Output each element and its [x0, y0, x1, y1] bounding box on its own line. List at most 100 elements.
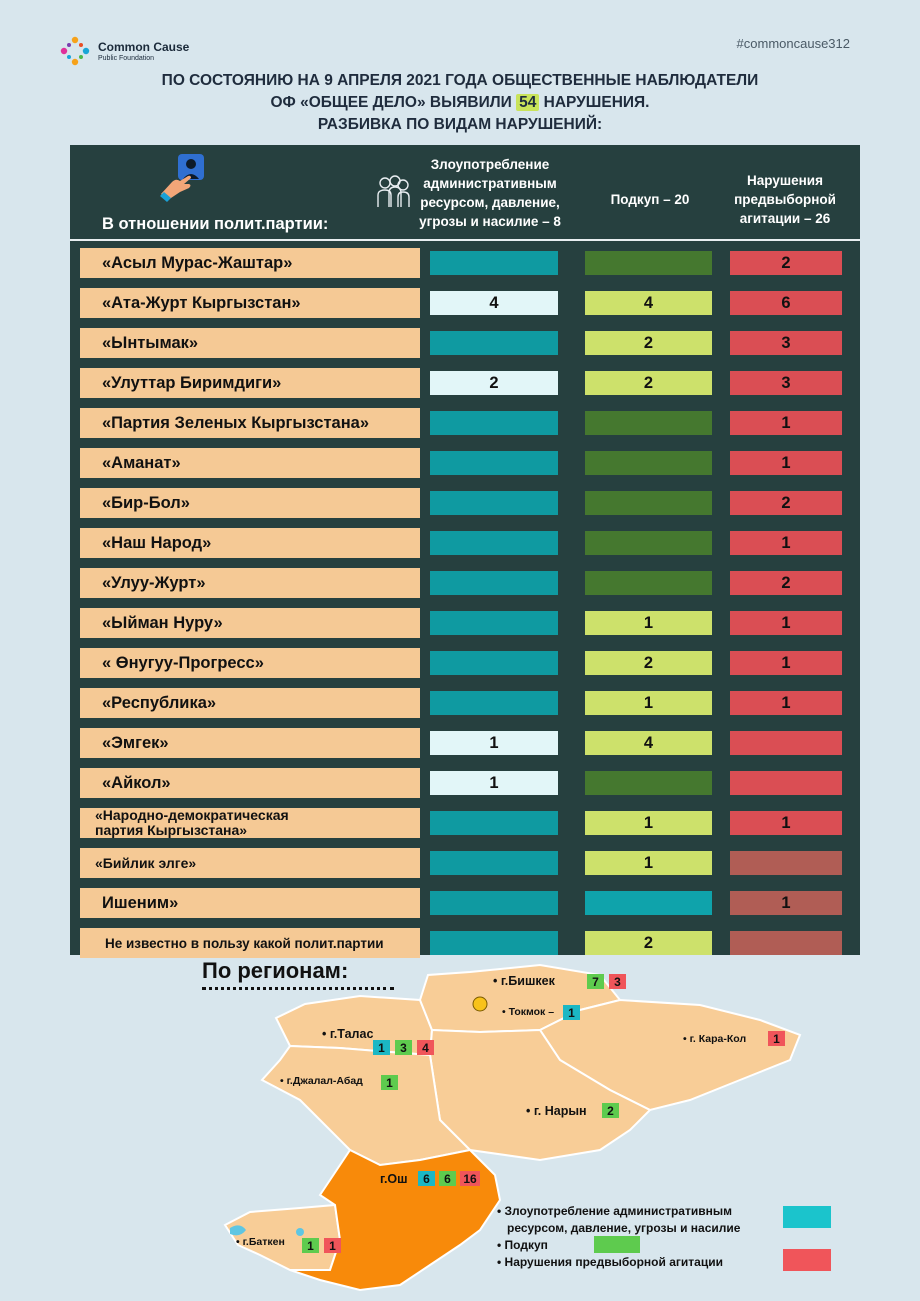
region-label-karakol: • г. Кара-Кол	[683, 1033, 747, 1045]
region-label-naryn: • г. Нарын	[526, 1104, 587, 1118]
headline-line3: РАЗБИВКА ПО ВИДАМ НАРУШЕНИЙ:	[317, 116, 603, 133]
bribery-cell: 1	[585, 851, 712, 875]
logo: Common Cause Public Foundation	[58, 34, 189, 68]
party-name: «Ынтымак»	[102, 333, 199, 352]
agitation-cell: 6	[730, 291, 842, 315]
table-row: « Өнугуу-Прогресс» 2 1	[80, 648, 850, 678]
region-label-bishkek: • г.Бишкек	[493, 974, 555, 988]
party-name: «Айкол»	[102, 773, 171, 792]
legend-bribe-swatch	[594, 1236, 640, 1253]
talas-agitation-badge: 4	[417, 1040, 434, 1055]
jalalabad-bribe-badge: 1	[381, 1075, 398, 1090]
table-row: «Народно-демократическая партия Кыргызста…	[80, 808, 850, 838]
admin-resource-cell	[430, 491, 558, 515]
talas-bribe-badge: 3	[395, 1040, 412, 1055]
admin-resource-cell	[430, 251, 558, 275]
party-name: «Аманат»	[102, 453, 181, 472]
party-name-background	[80, 448, 420, 478]
table-row: Ишеним» 1	[80, 888, 850, 918]
party-name: «Улуу-Журт»	[102, 573, 206, 592]
agitation-cell: 1	[730, 531, 842, 555]
party-name: «Наш Народ»	[102, 533, 212, 552]
bribery-cell	[585, 531, 712, 555]
agitation-cell: 2	[730, 491, 842, 515]
bribery-cell: 1	[585, 611, 712, 635]
admin-column-header: Злоупотребление административным ресурсо…	[410, 155, 570, 231]
agitation-cell: 3	[730, 331, 842, 355]
karakol-agitation-badge: 1	[768, 1031, 785, 1046]
legend-agitation: • Нарушения предвыборной агитации	[497, 1255, 723, 1269]
party-name: «Улуттар Биримдиги»	[102, 373, 282, 392]
legend-admin-line2: ресурсом, давление, угрозы и насилие	[497, 1221, 741, 1235]
bribery-cell	[585, 891, 712, 915]
party-name-background	[80, 928, 420, 958]
agitation-cell: 1	[730, 611, 842, 635]
admin-header-line: Злоупотребление	[430, 157, 550, 172]
table-row: «Ынтымак» 2 3	[80, 328, 850, 358]
agitation-cell: 1	[730, 411, 842, 435]
bribery-cell	[585, 411, 712, 435]
title-dotted-underline	[202, 987, 394, 990]
table-row: «Улуттар Биримдиги» 2 2 3	[80, 368, 850, 398]
tokmok-admin-badge: 1	[563, 1005, 580, 1020]
batken-lake	[296, 1228, 304, 1236]
osh-agitation-badge: 16	[460, 1171, 480, 1186]
headline-line2-start: ОФ «ОБЩЕЕ ДЕЛО» ВЫЯВИЛИ	[270, 94, 517, 111]
party-name-background	[80, 728, 420, 758]
party-column-header: В отношении полит.партии:	[102, 215, 329, 233]
bribery-cell: 4	[585, 291, 712, 315]
hashtag: #commoncause312	[736, 36, 850, 51]
agitation-cell	[730, 851, 842, 875]
admin-resource-cell	[430, 691, 558, 715]
table-row: «Наш Народ» 1	[80, 528, 850, 558]
bribery-cell: 2	[585, 931, 712, 955]
admin-header-line: административным	[423, 176, 557, 191]
naryn-bribe-badge: 2	[602, 1103, 619, 1118]
osh-admin-badge: 6	[418, 1171, 435, 1186]
admin-resource-cell: 4	[430, 291, 558, 315]
party-name-line: «Народно-демократическая	[95, 807, 289, 823]
region-label-talas: • г.Талас	[322, 1027, 374, 1041]
bribe-column-header: Подкуп – 20	[610, 192, 690, 207]
party-name: «Бир-Бол»	[102, 493, 190, 512]
admin-resource-cell	[430, 411, 558, 435]
legend-admin-line1: • Злоупотребление административным	[497, 1204, 732, 1218]
table-row: «Асыл Мурас-Жаштар» 2	[80, 248, 850, 278]
bribery-cell: 2	[585, 371, 712, 395]
admin-resource-cell: 1	[430, 771, 558, 795]
agitation-header-line: Нарушения	[747, 173, 823, 188]
batken-bribe-badge: 1	[302, 1238, 319, 1253]
bribery-cell: 4	[585, 731, 712, 755]
admin-header-line: угрозы и насилие – 8	[419, 214, 561, 229]
admin-resource-cell: 1	[430, 731, 558, 755]
party-name-background	[80, 768, 420, 798]
party-name: Ишеним»	[102, 893, 179, 912]
agitation-cell: 3	[730, 371, 842, 395]
table-row: Не известно в пользу какой полит.партии 2	[80, 928, 850, 958]
admin-resource-cell	[430, 931, 558, 955]
admin-header-line: ресурсом, давление,	[420, 195, 560, 210]
legend-agitation-swatch	[783, 1249, 831, 1271]
party-name-background	[80, 648, 420, 678]
party-name: «Партия Зеленых Кыргызстана»	[102, 413, 370, 432]
agitation-cell: 1	[730, 811, 842, 835]
bribery-cell: 1	[585, 811, 712, 835]
party-name-background	[80, 408, 420, 438]
region-label-batken: • г.Баткен	[236, 1236, 285, 1248]
agitation-cell: 1	[730, 891, 842, 915]
headline-line2: ОФ «ОБЩЕЕ ДЕЛО» ВЫЯВИЛИ 54 НАРУШЕНИЯ.	[0, 92, 920, 114]
bribery-cell: 2	[585, 331, 712, 355]
headline-line2-end: НАРУШЕНИЯ.	[539, 94, 650, 111]
logo-name: Common Cause	[98, 39, 190, 54]
bribery-cell	[585, 571, 712, 595]
agitation-cell: 1	[730, 691, 842, 715]
bribery-cell	[585, 451, 712, 475]
talas-admin-badge: 1	[373, 1040, 390, 1055]
common-cause-logo-icon	[60, 36, 90, 66]
table-row: «Республика» 1 1	[80, 688, 850, 718]
bishkek-marker	[472, 996, 488, 1012]
agitation-cell: 2	[730, 571, 842, 595]
party-name: «Ыйман Нуру»	[102, 613, 223, 632]
table-row: «Бир-Бол» 2	[80, 488, 850, 518]
